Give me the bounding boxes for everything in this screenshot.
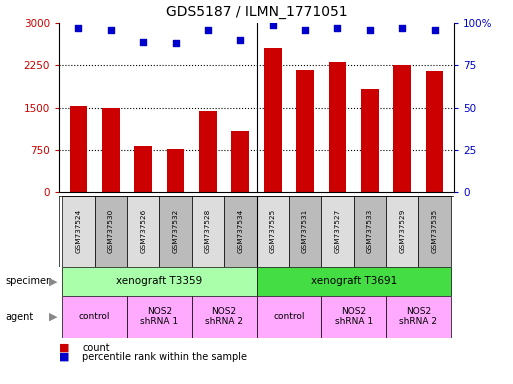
Point: [107, 27, 115, 33]
Point: [333, 25, 342, 31]
Point: [430, 27, 439, 33]
Bar: [127, 296, 192, 338]
Bar: [256, 196, 289, 267]
Bar: [134, 146, 152, 192]
Point: [269, 22, 277, 28]
Text: ■: ■: [59, 343, 69, 353]
Bar: [386, 196, 419, 267]
Text: GSM737525: GSM737525: [270, 209, 275, 253]
Bar: [62, 296, 127, 338]
Bar: [353, 196, 386, 267]
Text: xenograft T3691: xenograft T3691: [310, 276, 397, 286]
Text: GSM737534: GSM737534: [238, 209, 243, 253]
Bar: [160, 196, 192, 267]
Point: [74, 25, 83, 31]
Text: count: count: [82, 343, 110, 353]
Text: percentile rank within the sample: percentile rank within the sample: [82, 352, 247, 362]
Bar: [62, 196, 94, 267]
Bar: [127, 196, 160, 267]
Bar: [167, 149, 185, 192]
Bar: [231, 131, 249, 192]
Text: GSM737530: GSM737530: [108, 209, 114, 253]
Point: [204, 27, 212, 33]
Bar: [419, 196, 451, 267]
Text: control: control: [79, 312, 110, 321]
Text: NOS2
shRNA 2: NOS2 shRNA 2: [205, 307, 243, 326]
Text: NOS2
shRNA 1: NOS2 shRNA 1: [140, 307, 179, 326]
Text: ▶: ▶: [49, 276, 57, 286]
Point: [366, 27, 374, 33]
Bar: [296, 70, 314, 192]
Point: [301, 27, 309, 33]
Bar: [426, 71, 443, 192]
Bar: [256, 296, 321, 338]
Text: ■: ■: [59, 352, 69, 362]
Title: GDS5187 / ILMN_1771051: GDS5187 / ILMN_1771051: [166, 5, 347, 19]
Text: GSM737531: GSM737531: [302, 209, 308, 253]
Text: NOS2
shRNA 1: NOS2 shRNA 1: [334, 307, 373, 326]
Bar: [386, 296, 451, 338]
Text: NOS2
shRNA 2: NOS2 shRNA 2: [400, 307, 438, 326]
Bar: [70, 106, 87, 192]
Point: [139, 38, 147, 45]
Bar: [361, 89, 379, 192]
Text: agent: agent: [5, 312, 33, 322]
Bar: [393, 65, 411, 192]
Point: [236, 37, 244, 43]
Point: [398, 25, 406, 31]
Text: xenograft T3359: xenograft T3359: [116, 276, 203, 286]
Bar: [102, 108, 120, 192]
Bar: [192, 296, 256, 338]
Bar: [199, 111, 217, 192]
Text: ▶: ▶: [49, 312, 57, 322]
Text: GSM737533: GSM737533: [367, 209, 373, 253]
Text: GSM737524: GSM737524: [75, 209, 82, 253]
Text: GSM737528: GSM737528: [205, 209, 211, 253]
Bar: [321, 296, 386, 338]
Point: [171, 40, 180, 46]
Bar: [264, 48, 282, 192]
Bar: [321, 196, 353, 267]
Bar: [256, 267, 451, 296]
Bar: [328, 63, 346, 192]
Bar: [289, 196, 321, 267]
Bar: [224, 196, 256, 267]
Bar: [62, 267, 256, 296]
Bar: [192, 196, 224, 267]
Text: control: control: [273, 312, 305, 321]
Text: specimen: specimen: [5, 276, 52, 286]
Bar: [94, 196, 127, 267]
Text: GSM737526: GSM737526: [140, 209, 146, 253]
Text: GSM737535: GSM737535: [431, 209, 438, 253]
Text: GSM737527: GSM737527: [334, 209, 341, 253]
Text: GSM737532: GSM737532: [172, 209, 179, 253]
Text: GSM737529: GSM737529: [399, 209, 405, 253]
